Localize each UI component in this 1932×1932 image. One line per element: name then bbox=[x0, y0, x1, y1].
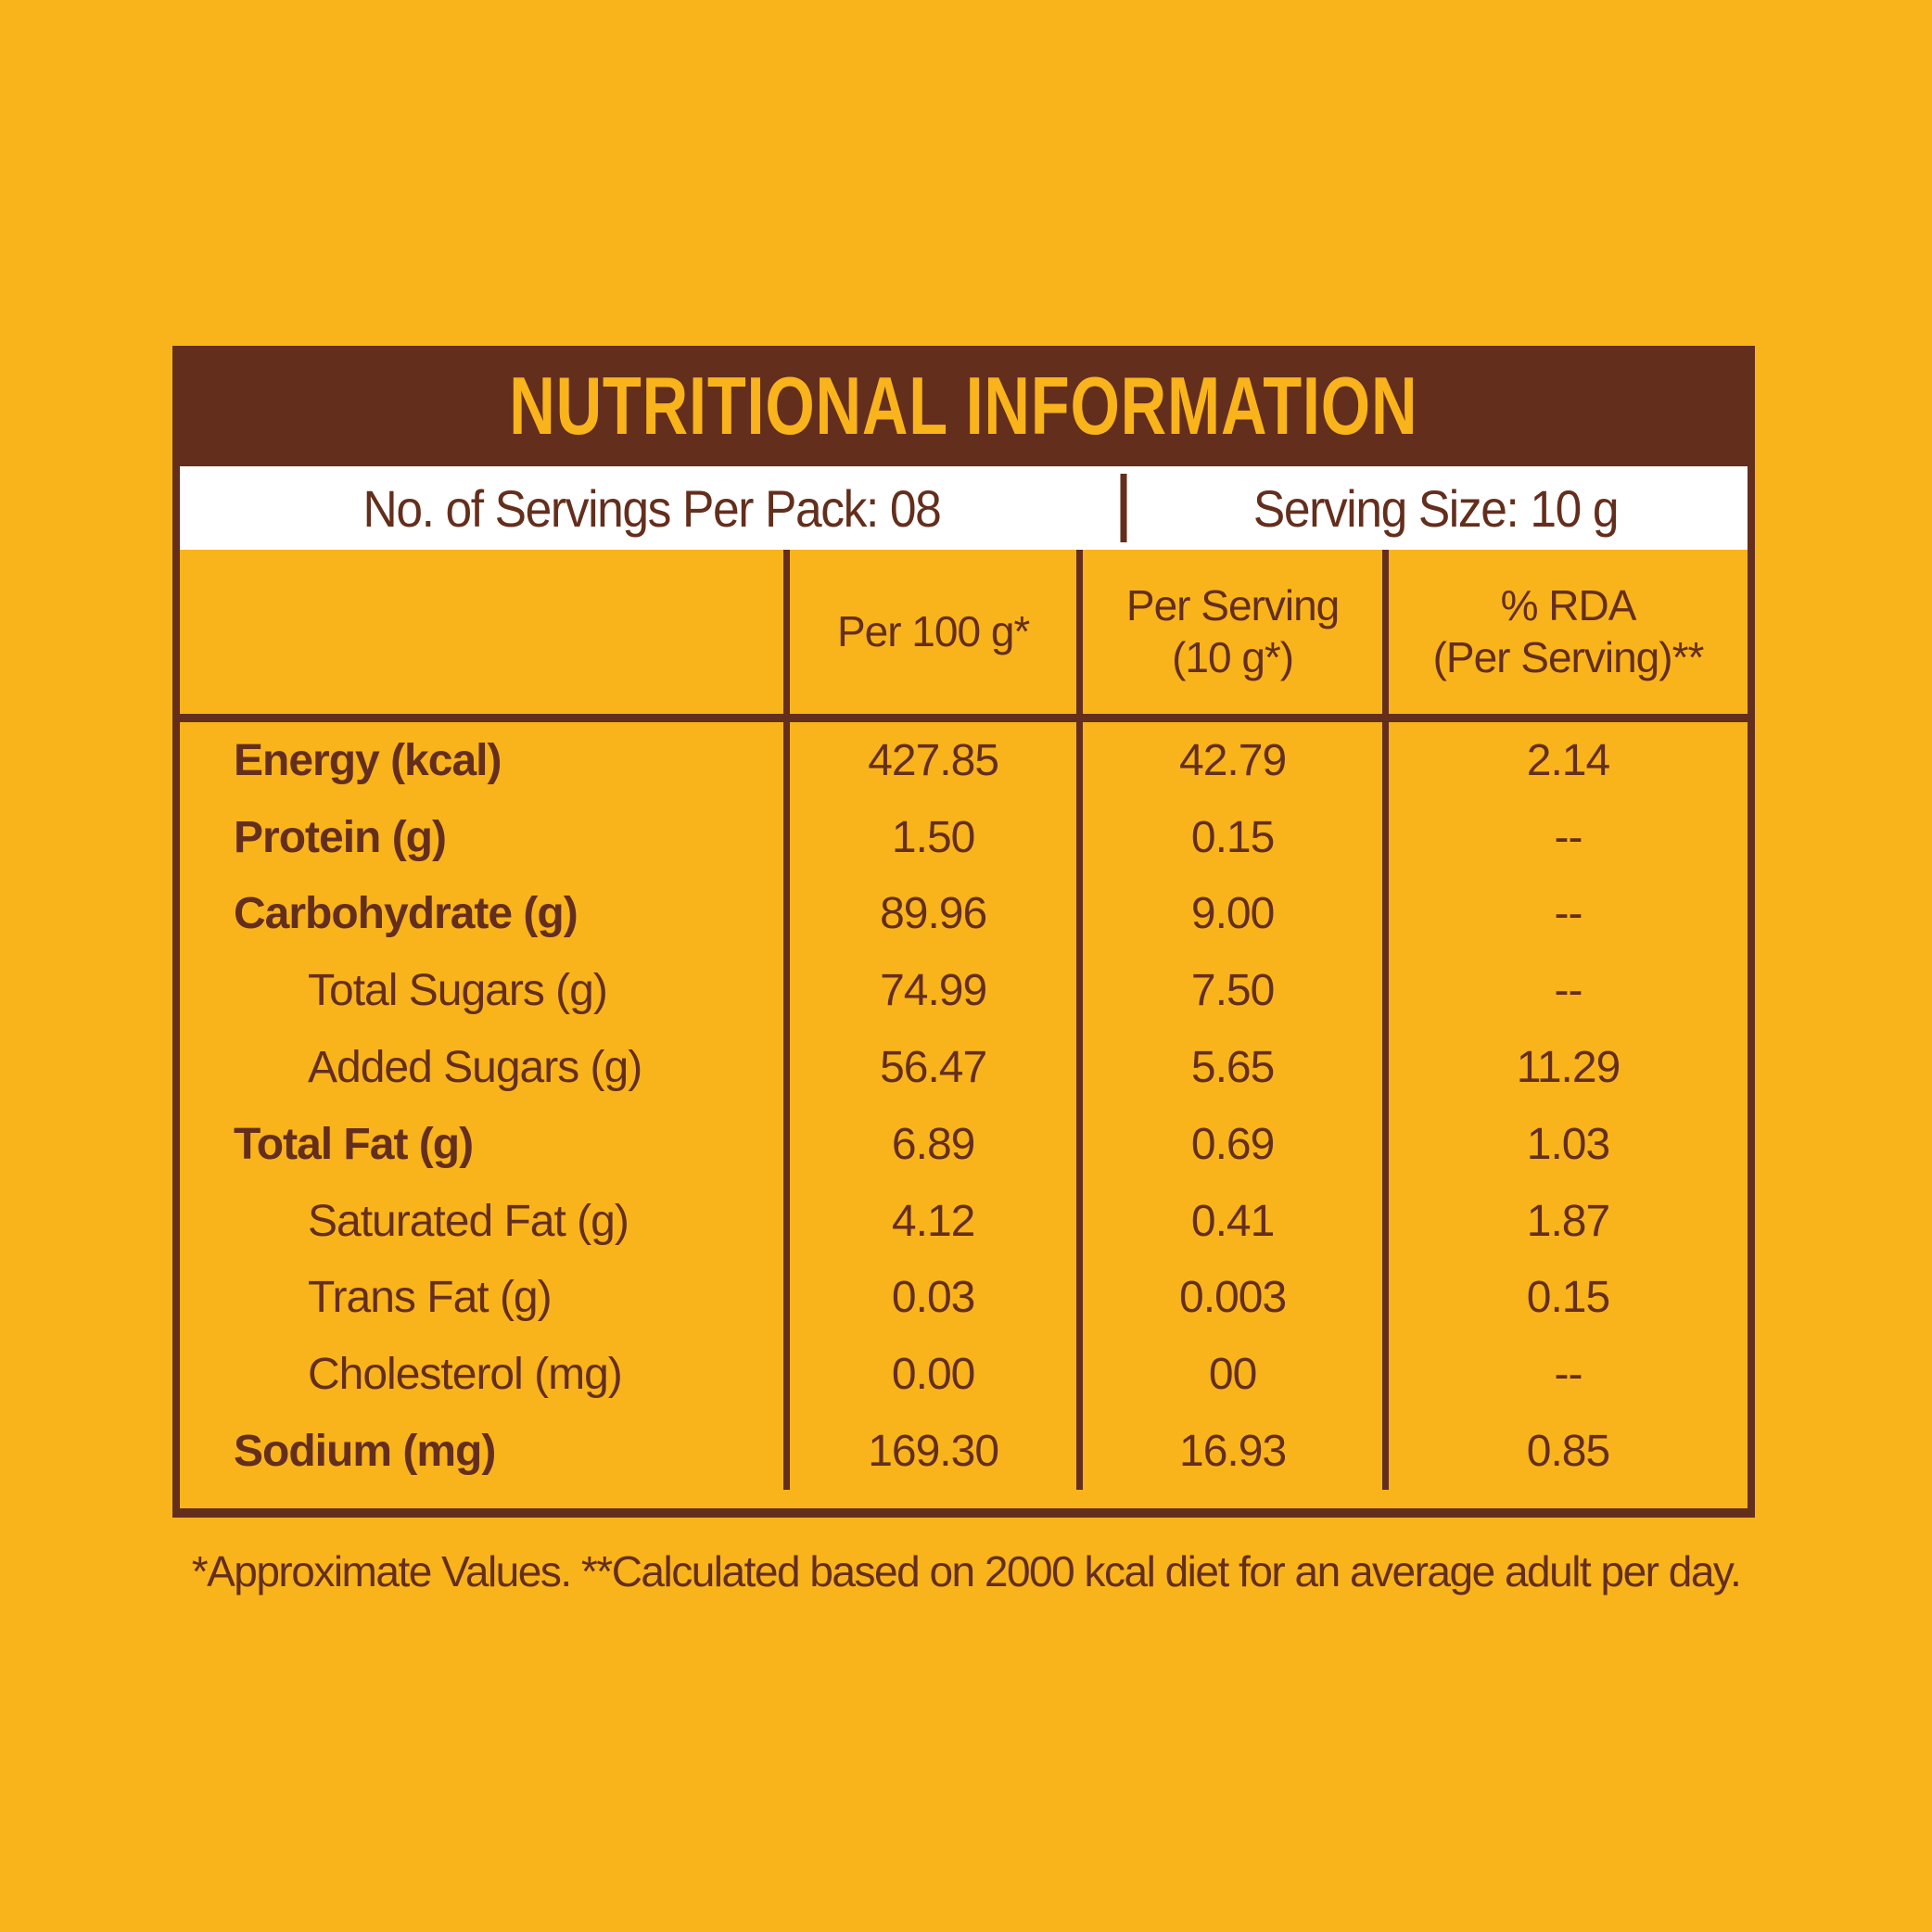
value-per-100g: 4.12 bbox=[783, 1182, 1076, 1260]
value-per-100g: 169.30 bbox=[783, 1413, 1076, 1490]
table-row-trans-fat: Trans Fat (g) 0.03 0.003 0.15 bbox=[180, 1259, 1748, 1337]
serving-size: Serving Size: 10 g bbox=[1252, 478, 1620, 538]
table-outline: No. of Servings Per Pack: 08 Serving Siz… bbox=[172, 466, 1755, 1518]
nutrition-label: NUTRITIONAL INFORMATION No. of Servings … bbox=[172, 346, 1755, 1518]
row-label: Sodium (mg) bbox=[234, 1427, 496, 1477]
column-header-line: % RDA bbox=[1500, 581, 1637, 630]
row-label: Saturated Fat (g) bbox=[308, 1196, 629, 1246]
row-label: Trans Fat (g) bbox=[308, 1273, 553, 1323]
servings-divider bbox=[1120, 474, 1127, 542]
value-rda: 1.87 bbox=[1381, 1182, 1748, 1260]
value-per-serving: 0.15 bbox=[1076, 798, 1382, 876]
value-per-100g: 1.50 bbox=[783, 798, 1076, 876]
value-per-100g: 427.85 bbox=[783, 722, 1076, 799]
value-rda: 0.15 bbox=[1381, 1259, 1748, 1337]
page-title: NUTRITIONAL INFORMATION bbox=[509, 360, 1418, 451]
row-label: Carbohydrate (g) bbox=[234, 889, 578, 939]
row-label: Total Sugars (g) bbox=[308, 966, 608, 1016]
column-header-row: Per 100 g* Per Serving (10 g*) % RDA (Pe… bbox=[180, 550, 1748, 722]
column-header-line: Per Serving bbox=[1125, 581, 1340, 630]
table-row-total-fat: Total Fat (g) 6.89 0.69 1.03 bbox=[180, 1105, 1748, 1183]
table-row-saturated-fat: Saturated Fat (g) 4.12 0.41 1.87 bbox=[180, 1182, 1748, 1260]
column-header-line: Per 100 g* bbox=[836, 606, 1030, 655]
value-rda: -- bbox=[1381, 875, 1748, 953]
row-label: Total Fat (g) bbox=[234, 1119, 474, 1169]
value-per-100g: 89.96 bbox=[783, 875, 1076, 953]
footnote: *Approximate Values. **Calculated based … bbox=[191, 1547, 1742, 1595]
value-per-serving: 5.65 bbox=[1076, 1029, 1382, 1106]
value-rda: 1.03 bbox=[1381, 1105, 1748, 1183]
table-row-added-sugars: Added Sugars (g) 56.47 5.65 11.29 bbox=[180, 1029, 1748, 1106]
value-per-100g: 6.89 bbox=[783, 1105, 1076, 1183]
value-per-serving: 00 bbox=[1076, 1336, 1382, 1414]
table-row-carbohydrate: Carbohydrate (g) 89.96 9.00 -- bbox=[180, 875, 1748, 953]
column-header-line: (10 g*) bbox=[1172, 632, 1294, 681]
column-header-line: (Per Serving)** bbox=[1432, 632, 1705, 681]
title-bar: NUTRITIONAL INFORMATION bbox=[172, 346, 1755, 466]
table-row-sodium: Sodium (mg) 169.30 16.93 0.85 bbox=[180, 1413, 1748, 1490]
value-per-100g: 74.99 bbox=[783, 952, 1076, 1030]
value-rda: -- bbox=[1381, 798, 1748, 876]
value-rda: 11.29 bbox=[1381, 1029, 1748, 1106]
value-rda: -- bbox=[1381, 1336, 1748, 1414]
table-row-protein: Protein (g) 1.50 0.15 -- bbox=[180, 798, 1748, 876]
value-per-serving: 7.50 bbox=[1076, 952, 1382, 1030]
table-row-energy: Energy (kcal) 427.85 42.79 2.14 bbox=[180, 722, 1748, 799]
value-rda: 2.14 bbox=[1381, 722, 1748, 799]
value-rda: 0.85 bbox=[1381, 1413, 1748, 1490]
value-per-serving: 0.41 bbox=[1076, 1182, 1382, 1260]
row-label: Cholesterol (mg) bbox=[308, 1350, 623, 1400]
table-body: Energy (kcal) 427.85 42.79 2.14 Protein … bbox=[180, 722, 1748, 1508]
row-label: Added Sugars (g) bbox=[308, 1043, 642, 1093]
value-per-serving: 42.79 bbox=[1076, 722, 1382, 799]
value-per-100g: 56.47 bbox=[783, 1029, 1076, 1106]
servings-per-pack: No. of Servings Per Pack: 08 bbox=[362, 478, 942, 538]
servings-band: No. of Servings Per Pack: 08 Serving Siz… bbox=[180, 466, 1748, 550]
value-per-serving: 16.93 bbox=[1076, 1413, 1382, 1490]
column-header-per-serving: Per Serving (10 g*) bbox=[1076, 550, 1382, 714]
column-header-per-100g: Per 100 g* bbox=[783, 550, 1076, 714]
table-row-cholesterol: Cholesterol (mg) 0.00 00 -- bbox=[180, 1336, 1748, 1414]
row-label: Protein (g) bbox=[234, 812, 447, 862]
row-label: Energy (kcal) bbox=[234, 735, 502, 785]
value-per-100g: 0.03 bbox=[783, 1259, 1076, 1337]
table-row-total-sugars: Total Sugars (g) 74.99 7.50 -- bbox=[180, 952, 1748, 1030]
column-header-blank bbox=[180, 550, 783, 714]
value-rda: -- bbox=[1381, 952, 1748, 1030]
column-header-rda: % RDA (Per Serving)** bbox=[1381, 550, 1748, 714]
value-per-serving: 9.00 bbox=[1076, 875, 1382, 953]
value-per-100g: 0.00 bbox=[783, 1336, 1076, 1414]
value-per-serving: 0.69 bbox=[1076, 1105, 1382, 1183]
value-per-serving: 0.003 bbox=[1076, 1259, 1382, 1337]
